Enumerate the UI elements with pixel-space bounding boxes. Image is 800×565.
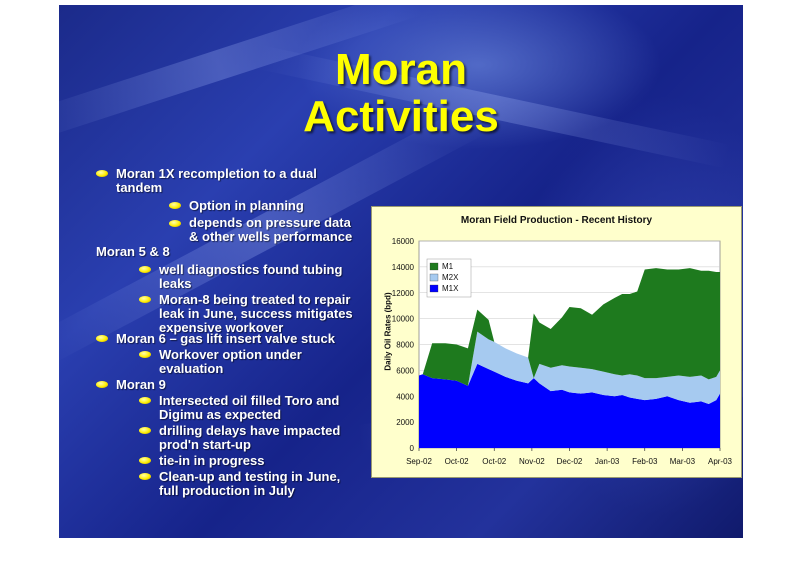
y-tick-label: 16000 xyxy=(392,237,415,246)
bullet-dot xyxy=(96,170,108,177)
bullet-dot xyxy=(139,351,151,358)
bullet-dot xyxy=(139,427,151,434)
x-tick-label: Apr-03 xyxy=(708,457,733,466)
bullet-text: & other wells performance xyxy=(189,229,353,244)
bullet-dot xyxy=(139,473,151,480)
bullet-dot xyxy=(139,397,151,404)
bullet-text: Option in planning xyxy=(189,198,304,213)
legend-swatch xyxy=(429,262,439,271)
legend-swatch xyxy=(429,273,439,282)
series-area-m2x xyxy=(419,331,720,405)
y-tick-label: 4000 xyxy=(396,392,414,401)
bullet-dot xyxy=(96,335,108,342)
bullet-text: well diagnostics found tubing xyxy=(159,262,343,277)
x-tick-label: Sep-02 xyxy=(406,457,432,466)
x-tick-label: Oct-02 xyxy=(482,457,507,466)
y-tick-label: 2000 xyxy=(396,418,414,427)
slide-title-line1: Moran xyxy=(335,45,467,94)
y-tick-label: 6000 xyxy=(396,366,414,375)
chart-title: Moran Field Production - Recent History xyxy=(460,215,653,226)
legend-label: M1X xyxy=(442,284,459,293)
bullet-text: Moran 9 xyxy=(116,377,166,392)
bullet-text: leaks xyxy=(159,276,192,291)
bullet-text: Clean-up and testing in June, xyxy=(159,469,341,484)
bullet-dot xyxy=(96,381,108,388)
y-tick-label: 0 xyxy=(410,444,415,453)
x-tick-label: Feb-03 xyxy=(632,457,658,466)
bullet-text: Moran-8 being treated to repair xyxy=(159,292,351,307)
bullet-dot xyxy=(139,266,151,273)
x-tick-label: Dec-02 xyxy=(557,457,583,466)
bullet-text: evaluation xyxy=(159,361,224,376)
x-tick-label: Oct-02 xyxy=(445,457,470,466)
chart-plot: 0 2000 4000 6000 8000 10000 12000 14000 16000 Sep… xyxy=(392,237,733,466)
bullet-text: Moran 1X recompletion to a dual xyxy=(116,166,317,181)
bullet-text: expensive workover xyxy=(159,320,284,335)
slide-title-line2: Activities xyxy=(303,92,499,141)
bullet-text: prod'n start-up xyxy=(159,437,251,452)
bullet-text: Workover option under xyxy=(159,347,302,362)
bullet-text: Intersected oil filled Toro and xyxy=(159,393,340,408)
x-tick-label: Nov-02 xyxy=(519,457,545,466)
bullet-text: full production in July xyxy=(159,483,295,498)
x-tick-label: Mar-03 xyxy=(670,457,696,466)
y-tick-label: 14000 xyxy=(392,263,415,272)
series-area-m1x xyxy=(419,363,720,448)
bullet-text: tie-in in progress xyxy=(159,453,265,468)
bullet-text: drilling delays have impacted xyxy=(159,423,341,438)
legend-label: M2X xyxy=(442,273,459,282)
production-chart: Moran Field Production - Recent History … xyxy=(371,206,742,478)
bullet-text: Moran 6 – gas lift insert valve stuck xyxy=(116,331,335,346)
legend-label: M1 xyxy=(442,262,454,271)
x-tick-label: Jan-03 xyxy=(595,457,620,466)
section-heading: Moran 5 & 8 xyxy=(96,244,170,259)
bullet-text: tandem xyxy=(116,180,163,195)
bullet-dot xyxy=(139,296,151,303)
bullet-dot xyxy=(139,457,151,464)
bullet-dot xyxy=(169,220,181,227)
y-tick-label: 10000 xyxy=(392,315,415,324)
series-area-m1 xyxy=(419,268,720,386)
bullet-dot xyxy=(169,202,181,209)
bullet-text: depends on pressure data xyxy=(189,215,351,230)
bullet-text: Digimu as expected xyxy=(159,407,282,422)
bullet-text: leak in June, success mitigates xyxy=(159,306,353,321)
legend-swatch xyxy=(429,284,439,293)
y-tick-label: 12000 xyxy=(392,289,415,298)
y-tick-label: 8000 xyxy=(396,341,414,350)
